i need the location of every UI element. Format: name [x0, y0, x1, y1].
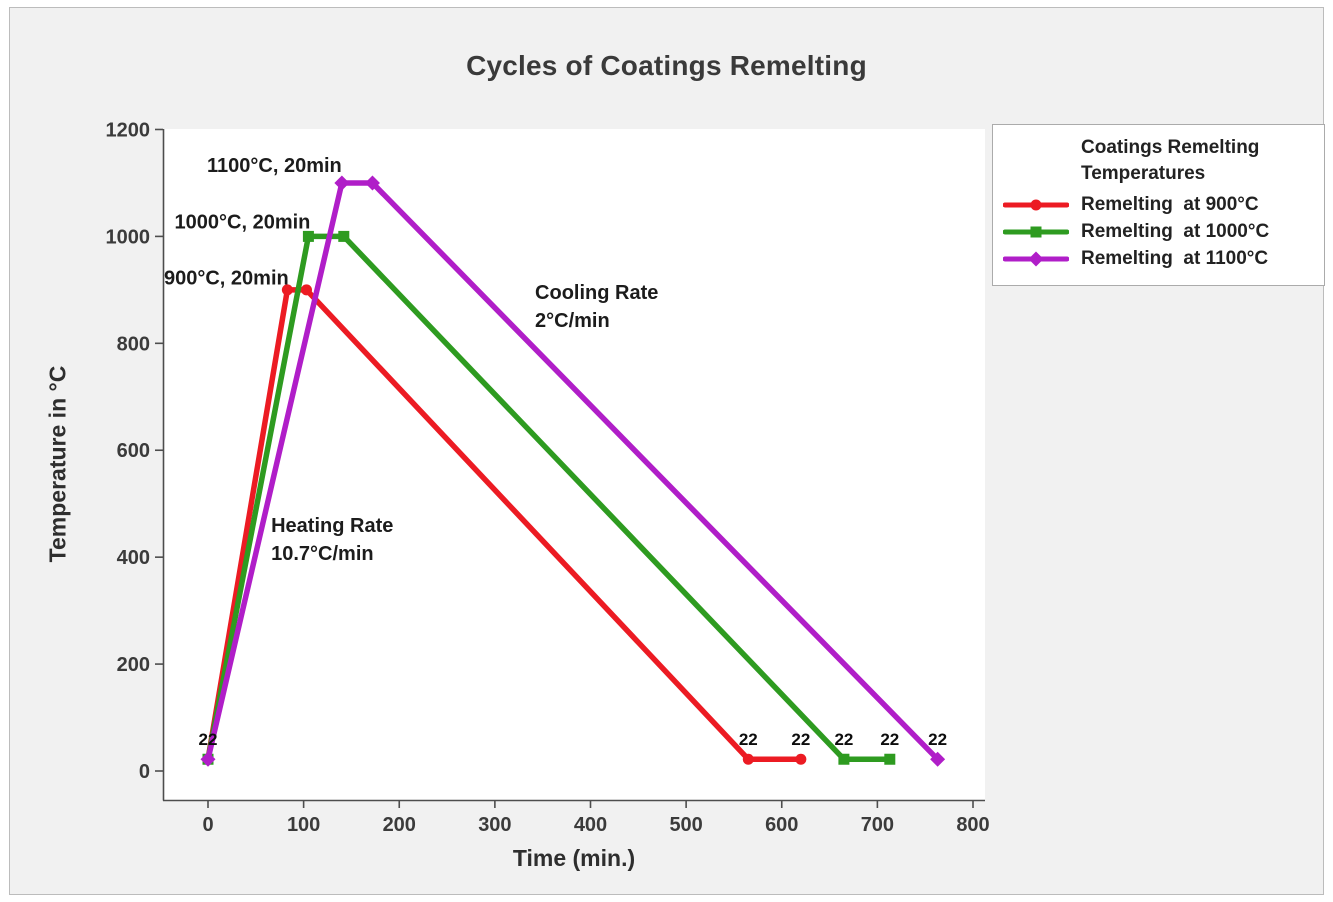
point-label: 22: [880, 730, 899, 749]
diamond-marker-icon: [334, 175, 350, 191]
x-axis-title: Time (min.): [512, 845, 636, 871]
chart-title: Cycles of Coatings Remelting: [466, 50, 867, 81]
circle-marker-icon: [281, 284, 293, 296]
annotation-text: Cooling Rate 2°C/min: [535, 282, 658, 332]
point-label: 22: [928, 730, 947, 749]
legend-line-circle-icon: [1003, 199, 1069, 210]
x-tick-label: 700: [861, 814, 894, 836]
plot-area: [163, 129, 985, 800]
legend-title-line-2: Temperatures: [1081, 163, 1206, 184]
legend-entry-label: Remelting at 1000°C: [1081, 220, 1270, 242]
x-tick-label: 400: [574, 814, 607, 836]
point-label: 22: [791, 730, 810, 749]
x-tick-label: 500: [669, 814, 702, 836]
diamond-marker-icon: [930, 751, 946, 767]
legend-entry-label: Remelting at 1100°C: [1081, 247, 1269, 269]
legend-title-line-1: Coatings Remelting: [1081, 137, 1260, 158]
circle-marker-icon: [300, 284, 312, 296]
legend-entry-900: Remelting at 900°C: [993, 191, 1324, 218]
circle-marker-icon: [742, 753, 754, 765]
legend-line-diamond-icon: [1003, 251, 1069, 266]
y-axis-title: Temperature in °C: [44, 365, 71, 563]
diamond-marker-icon: [364, 175, 380, 191]
annotation-text: Heating Rate 10.7°C/min: [271, 515, 393, 565]
square-marker-icon: [338, 230, 350, 242]
y-tick-label: 800: [117, 333, 150, 355]
square-marker-icon: [884, 753, 896, 765]
series-circle: [202, 284, 807, 765]
y-tick-label: 600: [117, 440, 150, 462]
diamond-marker-icon: [1028, 251, 1044, 266]
x-tick-label: 200: [383, 814, 416, 836]
legend-entry-label: Remelting at 900°C: [1081, 193, 1259, 215]
square-marker-icon: [838, 753, 850, 765]
legend-title: Coatings Remelting Temperatures: [993, 135, 1324, 187]
x-tick-label: 600: [765, 814, 798, 836]
legend-entry-1000: Remelting at 1000°C: [993, 218, 1324, 245]
square-marker-icon: [302, 230, 314, 242]
legend-line-square-icon: [1003, 226, 1069, 237]
x-tick-label: 0: [202, 814, 213, 836]
point-label: 22: [199, 730, 218, 749]
circle-marker-icon: [795, 753, 807, 765]
y-tick-label: 200: [117, 654, 150, 676]
y-tick-label: 1000: [106, 226, 151, 248]
legend-entries: Remelting at 900°C Remelting at 1000°C R…: [993, 191, 1324, 272]
annotation-text: 1100°C, 20min: [207, 155, 342, 177]
x-tick-label: 100: [287, 814, 320, 836]
legend-entry-1100: Remelting at 1100°C: [993, 245, 1324, 272]
y-tick-label: 400: [117, 547, 150, 569]
x-tick-label: 800: [956, 814, 989, 836]
series-line: [205, 180, 941, 762]
x-tick-label: 300: [478, 814, 511, 836]
annotation-text: 1000°C, 20min: [175, 211, 311, 233]
y-tick-label: 0: [139, 761, 150, 783]
annotation-text: 900°C, 20min: [164, 268, 289, 290]
series-diamond: [200, 175, 946, 767]
y-tick-label: 1200: [106, 119, 151, 141]
circle-marker-icon: [1030, 199, 1042, 210]
point-label: 22: [834, 730, 853, 749]
square-marker-icon: [1030, 226, 1042, 237]
point-label: 22: [739, 730, 758, 749]
legend: Coatings Remelting Temperatures Remeltin…: [992, 124, 1325, 286]
diamond-marker-icon: [200, 751, 216, 767]
